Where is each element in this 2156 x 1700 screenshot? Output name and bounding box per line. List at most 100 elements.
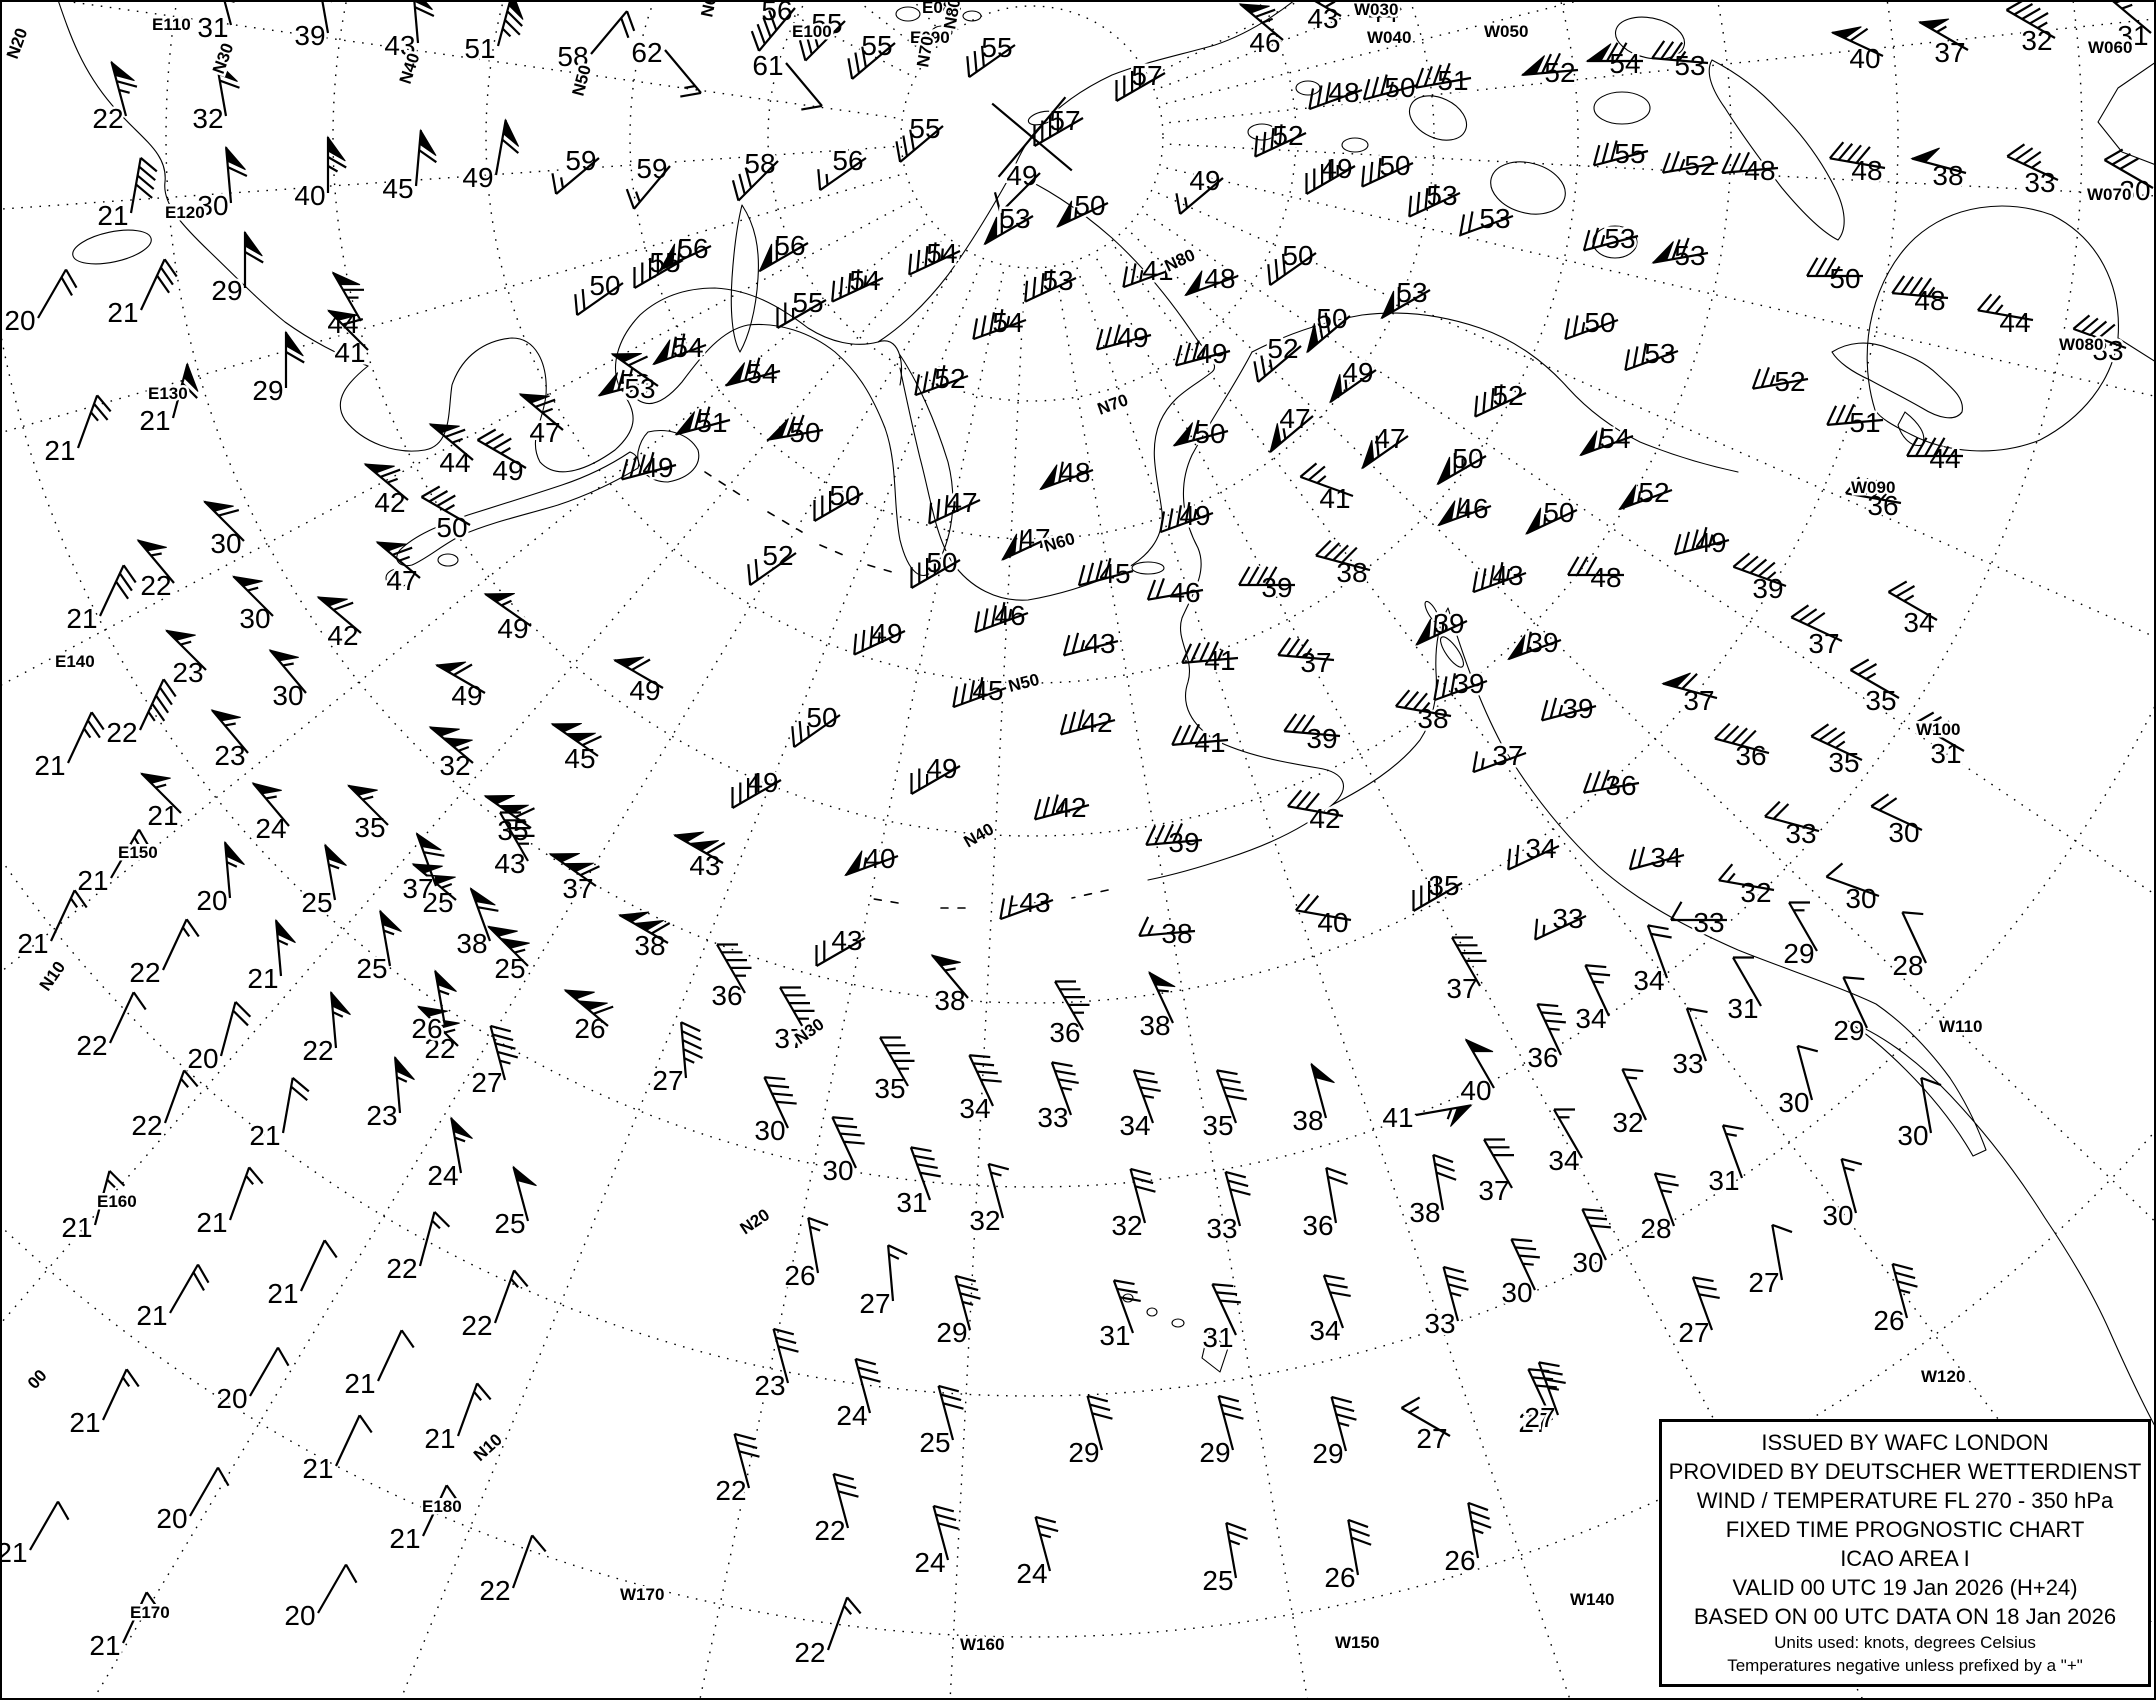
temperature-label: 29: [1068, 1437, 1099, 1468]
wind-barb: [1790, 604, 1843, 642]
station: 37: [772, 986, 815, 1057]
temperature-label: 22: [106, 717, 137, 748]
temperature-label: 30: [1501, 1277, 1532, 1308]
station: 45: [1077, 556, 1134, 592]
temperature-label: 34: [1575, 1003, 1606, 1034]
station: 28: [1890, 911, 1927, 984]
station: 34: [1573, 964, 1611, 1037]
station: 30: [1499, 1238, 1540, 1311]
wind-barb: [1525, 507, 1578, 535]
station: 29: [934, 1274, 981, 1351]
wind-barb: [1510, 1238, 1540, 1291]
wind-barb: [785, 62, 823, 111]
station: 40: [1830, 26, 1884, 77]
station: 45: [952, 673, 1007, 709]
wind-barb: [1238, 3, 1284, 41]
station: 33: [1534, 901, 1587, 941]
temperature-label: 21: [97, 200, 128, 231]
temperature-label: 48: [1851, 155, 1882, 186]
coastline-severnaya-2: [931, 25, 953, 39]
temperature-label: 43: [384, 30, 415, 61]
wind-barb: [363, 463, 409, 501]
temperature-label: 23: [214, 740, 245, 771]
temperature-label: 49: [747, 767, 778, 798]
station: 41: [326, 309, 369, 371]
station: 56: [817, 143, 867, 192]
wind-barb: [1483, 1138, 1514, 1189]
wind-barb: [910, 765, 961, 795]
temperature-label: 40: [1317, 907, 1348, 938]
wind-barb: [1330, 1395, 1357, 1452]
meridian-W050: [1165, 0, 1585, 105]
wind-barb: [1054, 980, 1090, 1031]
station: 21: [387, 1484, 460, 1557]
wind-barb: [724, 357, 781, 387]
temperature-label: 29: [211, 275, 242, 306]
station: 44: [1365, 0, 1402, 31]
temperature-label: 43: [689, 850, 720, 881]
coastline-sakhalin: [730, 204, 759, 353]
temperature-label: 29: [1833, 1015, 1864, 1046]
station: 36: [1300, 1166, 1348, 1244]
station: 39: [1540, 691, 1597, 727]
temperature-label: 58: [557, 41, 588, 72]
wind-barb: [316, 596, 362, 634]
station: 50: [791, 700, 841, 749]
temperature-label: 37: [1478, 1175, 1509, 1206]
station: 34: [957, 1054, 1002, 1127]
wind-barb: [415, 832, 445, 887]
temperature-label: 33: [1037, 1102, 1068, 1133]
station: 49: [1305, 151, 1356, 195]
info-line-based: BASED ON 00 UTC DATA ON 18 Jan 2026: [1693, 1604, 2117, 1630]
wind-barb: [1361, 435, 1409, 470]
temperature-label: 21: [344, 1368, 375, 1399]
station: 52: [1254, 118, 1307, 158]
station: 54: [908, 236, 961, 276]
wind-barb: [1977, 293, 2034, 322]
wind-barb: [831, 1116, 865, 1169]
temperature-label: 24: [1016, 1558, 1047, 1589]
temperature-label: 33: [1693, 907, 1724, 938]
temperature-label: 21: [66, 603, 97, 634]
station: 38: [1138, 916, 1196, 952]
wind-barb: [1283, 713, 1341, 738]
temperature-label: 25: [494, 953, 525, 984]
wind-barb: [346, 784, 389, 826]
station: 48: [1308, 75, 1363, 111]
coastline-ellesmere: [1614, 16, 1686, 60]
temperature-label: 48: [1914, 285, 1945, 316]
wind-barb: [483, 794, 535, 829]
station: 31: [1706, 1124, 1744, 1199]
temperature-label: 30: [1572, 1247, 1603, 1278]
graticule-label-E170: E170: [130, 1603, 170, 1622]
station: 23: [364, 1055, 415, 1134]
graticule-label-W060: W060: [2088, 38, 2132, 57]
coastline-china: [57, 0, 369, 367]
temperature-label: 33: [1785, 818, 1816, 849]
wind-barb: [1184, 270, 1239, 297]
wind-barb: [76, 394, 112, 449]
coastline-hudson-bay: [1866, 205, 2119, 452]
temperature-label: 30: [754, 1115, 785, 1146]
station: 31: [1914, 711, 1965, 772]
wind-barb: [731, 160, 779, 202]
wind-barb: [550, 722, 602, 757]
temperature-label: 25: [422, 887, 453, 918]
coastline-hokkaido: [637, 430, 700, 483]
wind-barb: [331, 271, 364, 322]
station: 38: [1395, 689, 1452, 737]
wind-barb: [326, 309, 369, 351]
wind-barb: [422, 1484, 460, 1537]
wind-barb: [1415, 1104, 1473, 1127]
graticule-label-E110: E110: [152, 15, 191, 34]
wind-barb: [1887, 580, 1938, 621]
station: 22: [792, 1596, 862, 1671]
coastline-asia-northeast: [339, 287, 903, 473]
wind-barb: [1584, 964, 1611, 1017]
wind-barb: [1224, 1170, 1251, 1227]
graticule-label-E100: E100: [792, 22, 832, 41]
coastline-banks-island: [1408, 95, 1468, 141]
meridian-E120: [0, 145, 895, 210]
station: 46: [974, 598, 1029, 634]
temperature-label: 31: [1727, 993, 1758, 1024]
